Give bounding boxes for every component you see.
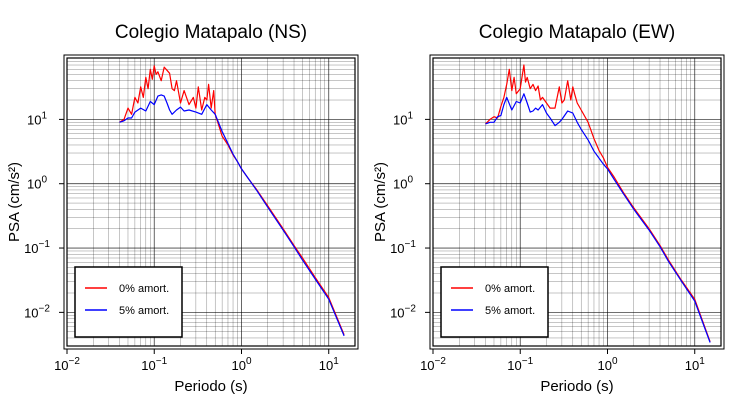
y-tick-base: 10 <box>27 177 41 192</box>
y-tick-label: 101 <box>393 110 413 127</box>
y-tick-label: 10−2 <box>24 303 50 320</box>
y-tick-exponent: 1 <box>407 110 413 121</box>
x-tick-exponent: 0 <box>246 356 252 367</box>
legend: 0% amort. 5% amort. <box>74 266 183 338</box>
x-tick-exponent: 1 <box>333 356 339 367</box>
y-tick-label: 100 <box>393 175 413 192</box>
y-tick-exponent: 0 <box>41 175 47 186</box>
x-tick-base: 10 <box>54 358 68 373</box>
x-tick-label: 100 <box>231 356 251 373</box>
legend-box <box>74 266 183 338</box>
x-tick-label: 10−2 <box>420 356 446 373</box>
x-tick-base: 10 <box>231 358 245 373</box>
y-tick-exponent: −2 <box>39 303 51 314</box>
series-line-damped <box>485 93 711 343</box>
x-tick-label: 100 <box>597 356 617 373</box>
x-tick-label: 101 <box>319 356 339 373</box>
plot-frame <box>432 57 722 347</box>
x-tick-label: 101 <box>685 356 705 373</box>
x-tick-base: 10 <box>420 358 434 373</box>
x-tick-label: 10−1 <box>141 356 167 373</box>
y-tick-base: 10 <box>24 241 38 256</box>
series-line-undamped <box>485 64 711 342</box>
legend-label: 5% amort. <box>485 305 535 317</box>
y-tick-exponent: −1 <box>405 239 417 250</box>
y-tick-label: 101 <box>27 110 47 127</box>
y-tick-exponent: −1 <box>39 239 51 250</box>
plot-frame <box>66 57 356 347</box>
y-tick-base: 10 <box>393 112 407 127</box>
x-tick-exponent: −1 <box>156 356 168 367</box>
legend-label: 0% amort. <box>119 283 169 295</box>
y-tick-base: 10 <box>27 112 41 127</box>
x-tick-base: 10 <box>141 358 155 373</box>
y-tick-base: 10 <box>393 177 407 192</box>
y-axis-label: PSA (cm/s²) <box>6 162 23 242</box>
y-tick-base: 10 <box>390 241 404 256</box>
y-tick-exponent: −2 <box>405 303 417 314</box>
y-tick-base: 10 <box>390 305 404 320</box>
legend: 0% amort. 5% amort. <box>440 266 549 338</box>
x-tick-label: 10−1 <box>507 356 533 373</box>
x-axis-label: Periodo (s) <box>174 378 247 395</box>
y-tick-label: 10−1 <box>390 239 416 256</box>
x-tick-exponent: 1 <box>699 356 705 367</box>
x-tick-label: 10−2 <box>54 356 80 373</box>
y-tick-label: 10−2 <box>390 303 416 320</box>
legend-box <box>440 266 549 338</box>
y-tick-label: 10−1 <box>24 239 50 256</box>
x-tick-exponent: −2 <box>435 356 447 367</box>
chart-title: Colegio Matapalo (NS) <box>115 22 307 43</box>
x-tick-exponent: −1 <box>522 356 534 367</box>
x-tick-base: 10 <box>597 358 611 373</box>
x-tick-exponent: 0 <box>612 356 618 367</box>
x-tick-base: 10 <box>685 358 699 373</box>
x-tick-base: 10 <box>319 358 333 373</box>
plot-outer-frame <box>429 54 725 350</box>
y-tick-base: 10 <box>24 305 38 320</box>
series-line-damped <box>119 94 345 337</box>
x-axis-label: Periodo (s) <box>540 378 613 395</box>
y-axis-label: PSA (cm/s²) <box>372 162 389 242</box>
x-tick-base: 10 <box>507 358 521 373</box>
plot-outer-frame <box>63 54 359 350</box>
x-tick-exponent: −2 <box>69 356 81 367</box>
legend-label: 5% amort. <box>119 305 169 317</box>
y-tick-exponent: 0 <box>407 175 413 186</box>
y-tick-label: 100 <box>27 175 47 192</box>
legend-label: 0% amort. <box>485 283 535 295</box>
y-tick-exponent: 1 <box>41 110 47 121</box>
chart-title: Colegio Matapalo (EW) <box>479 22 675 43</box>
